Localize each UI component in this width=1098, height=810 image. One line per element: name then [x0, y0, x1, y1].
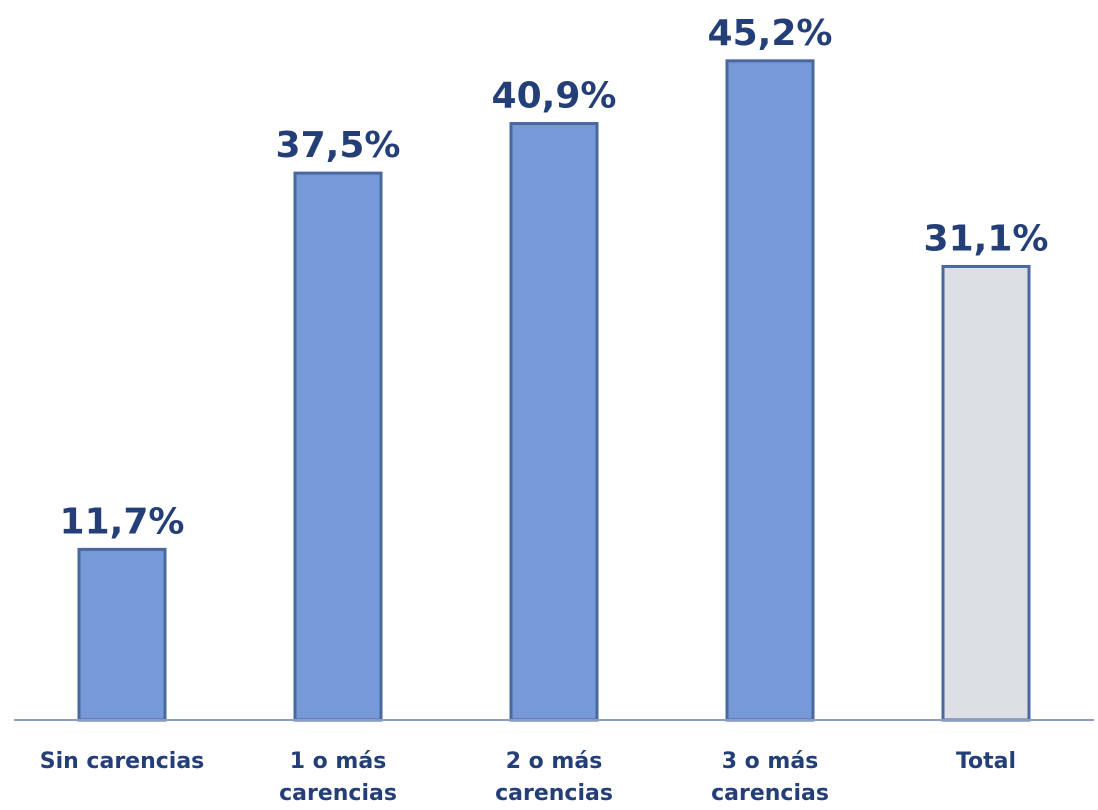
bar-3-o-mas-carencias — [725, 59, 815, 722]
category-label-line: Total — [956, 749, 1016, 774]
value-label-1-o-mas-carencias: 37,5% — [276, 125, 401, 166]
category-label-line: 3 o más — [722, 749, 819, 774]
bars-group — [77, 59, 1031, 722]
bar-total — [941, 264, 1031, 722]
category-label-line: 2 o más — [506, 749, 603, 774]
value-label-2-o-mas-carencias: 40,9% — [492, 76, 617, 117]
category-label-sin-carencias: Sin carencias — [40, 749, 205, 774]
value-label-sin-carencias: 11,7% — [60, 501, 185, 542]
category-label-line: carencias — [495, 781, 613, 806]
category-label-3-o-mas-carencias: 3 o más carencias — [711, 749, 829, 806]
category-label-line: carencias — [711, 781, 829, 806]
value-label-total: 31,1% — [924, 218, 1049, 259]
bar-sin-carencias — [77, 547, 167, 722]
value-label-3-o-mas-carencias: 45,2% — [708, 13, 833, 54]
category-label-line: Sin carencias — [40, 749, 205, 774]
category-labels-group: Sin carencias 1 o más carencias 2 o más care… — [40, 749, 1016, 806]
bar-2-o-mas-carencias — [509, 122, 599, 722]
category-label-line: carencias — [279, 781, 397, 806]
category-label-line: 1 o más — [290, 749, 387, 774]
value-labels-group: 11,7% 37,5% 40,9% 45,2% 31,1% — [60, 13, 1049, 543]
bar-1-o-mas-carencias — [293, 171, 383, 722]
category-label-1-o-mas-carencias: 1 o más carencias — [279, 749, 397, 806]
category-label-2-o-mas-carencias: 2 o más carencias — [495, 749, 613, 806]
category-label-total: Total — [956, 749, 1016, 774]
